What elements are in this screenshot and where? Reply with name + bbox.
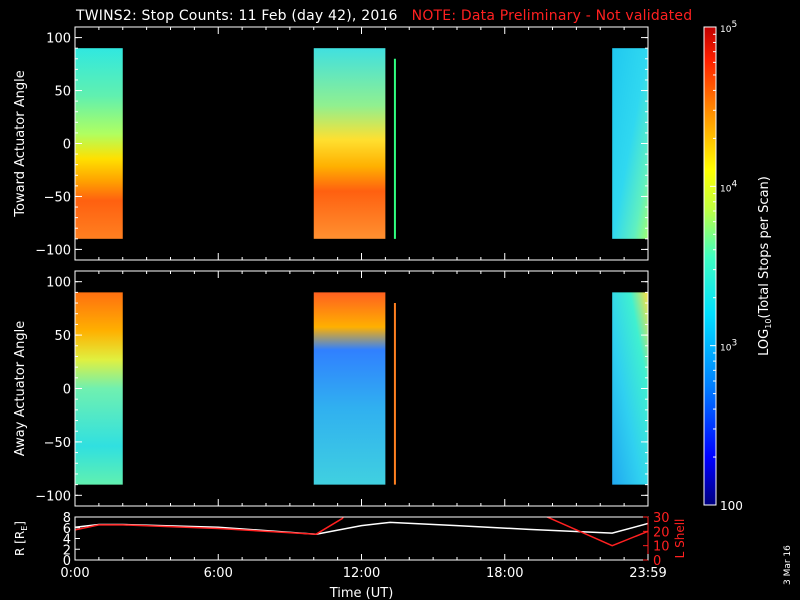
data-block-1	[75, 48, 123, 239]
xtick-label: 23:59	[629, 566, 666, 581]
colorbar-tick-label: 100	[720, 499, 743, 513]
ytick-label: 0	[63, 554, 71, 569]
ytick-label: 0	[63, 383, 71, 398]
xtick-label: 0:00	[60, 566, 89, 581]
ytick-label: 4	[63, 533, 71, 548]
heatmap-panel-1: −100 −50 0 50 100 Toward Actuator Angle	[13, 26, 649, 261]
xtick-label: 12:00	[343, 566, 380, 581]
ytick-label: 2	[63, 543, 71, 558]
date-stamp: 3 Mar 16	[783, 545, 793, 585]
preliminary-note: NOTE: Data Preliminary - Not validated	[411, 8, 693, 24]
colorbar-tick-label: 104	[720, 179, 737, 194]
ytick-label: −50	[44, 436, 71, 451]
ytick-right-label: 20	[653, 525, 670, 540]
ytick-right-label: 10	[653, 540, 670, 555]
page-title: TWINS2: Stop Counts: 11 Feb (day 42), 20…	[76, 8, 692, 24]
colorbar-label: LOG10(Total Stops per Scan)	[757, 176, 773, 356]
y-axis-label: Toward Actuator Angle	[13, 70, 28, 217]
ytick-label: 50	[54, 85, 71, 100]
data-block-1	[75, 292, 123, 485]
ytick-label: 6	[63, 522, 71, 537]
lshell-line	[75, 517, 648, 547]
ytick-label: 8	[63, 511, 71, 526]
title-text: TWINS2: Stop Counts: 11 Feb (day 42), 20…	[76, 8, 398, 24]
ytick-label: −100	[35, 489, 71, 504]
ytick-label: −50	[44, 190, 71, 205]
ytick-right-label: 30	[653, 511, 670, 526]
y-axis-label: Away Actuator Angle	[13, 321, 28, 456]
xtick-label: 18:00	[486, 566, 523, 581]
x-axis-label: Time (UT)	[329, 586, 394, 600]
xtick-label: 6:00	[204, 566, 233, 581]
colorbar-tick-label: 105	[720, 20, 737, 35]
ytick-label: 100	[46, 32, 71, 47]
ytick-label: 100	[46, 276, 71, 291]
y-axis-label: R [RE]	[13, 521, 29, 556]
ytick-label: −100	[35, 243, 71, 258]
colorbar-tick-label: 103	[720, 339, 737, 354]
y-axis-right-label: L Shell	[673, 519, 687, 559]
ytick-right-label: 0	[653, 554, 661, 569]
data-block-2	[313, 292, 386, 485]
colorbar	[703, 26, 717, 506]
ytick-label: 0	[63, 138, 71, 153]
heatmap-panel-2: −100 −50 0 50 100 Away Actuator Angle	[13, 270, 649, 507]
data-block-2	[313, 48, 386, 239]
ytick-label: 50	[54, 329, 71, 344]
